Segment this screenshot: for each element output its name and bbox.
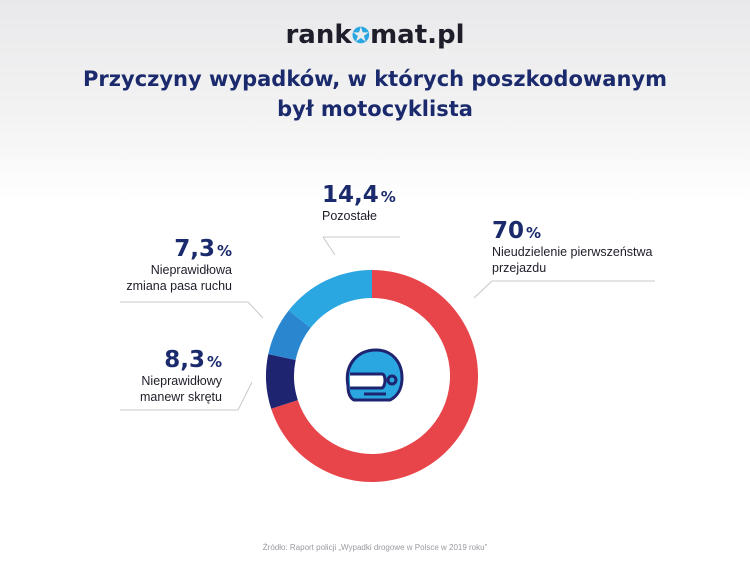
category-zmiana-pasa-line2: zmiana pasa ruchu [126,279,232,293]
chart-title: Przyczyny wypadków, w których poszkodowa… [0,64,750,124]
category-pozostale: Pozostałe [322,209,377,223]
chart-title-line1: Przyczyny wypadków, w których poszkodowa… [83,67,667,91]
value-manewr-skretu: 8,3 [164,347,205,373]
unit-zmiana-pasa: % [216,242,232,260]
logo-text-right: mat.pl [370,20,465,50]
leader-line-8 [237,381,253,411]
value-zmiana-pasa: 7,3 [174,236,215,262]
chart-title-line2: był motocyklista [277,97,473,121]
label-pozostale: 14,4% Pozostałe [322,182,396,224]
value-pozostale: 14,4 [322,182,379,208]
label-zmiana-pasa: 7,3% Nieprawidłowa zmiana pasa ruchu [100,236,232,294]
label-nieudzielenie: 70% Nieudzielenie pierwszeństwa przejazd… [492,218,653,276]
star-icon: ✪ [351,24,371,49]
brand-logo: rank✪mat.pl [0,20,750,50]
logo-text-left: rank [285,20,352,50]
donut-slice-2 [268,310,311,360]
motorcycle-helmet-icon [345,348,404,402]
unit-pozostale: % [380,188,396,206]
donut-slice-1 [266,354,298,409]
category-manewr-skretu-line2: manewr skrętu [140,390,222,404]
category-nieudzielenie-line2: przejazdu [492,261,547,275]
category-manewr-skretu-line1: Nieprawidłowy [141,374,222,388]
category-nieudzielenie-line1: Nieudzielenie pierwszeństwa [492,245,653,259]
category-zmiana-pasa-line1: Nieprawidłowa [150,263,232,277]
leader-line-14 [322,236,336,256]
unit-nieudzielenie: % [526,224,542,242]
leader-line-7 [247,301,264,319]
source-note: Źródło: Raport policji „Wypadki drogowe … [262,543,488,552]
donut-slice-3 [288,270,372,328]
unit-manewr-skretu: % [206,353,222,371]
label-manewr-skretu: 8,3% Nieprawidłowy manewr skrętu [100,347,222,405]
leader-line-70 [473,280,493,299]
value-nieudzielenie: 70 [492,218,525,244]
